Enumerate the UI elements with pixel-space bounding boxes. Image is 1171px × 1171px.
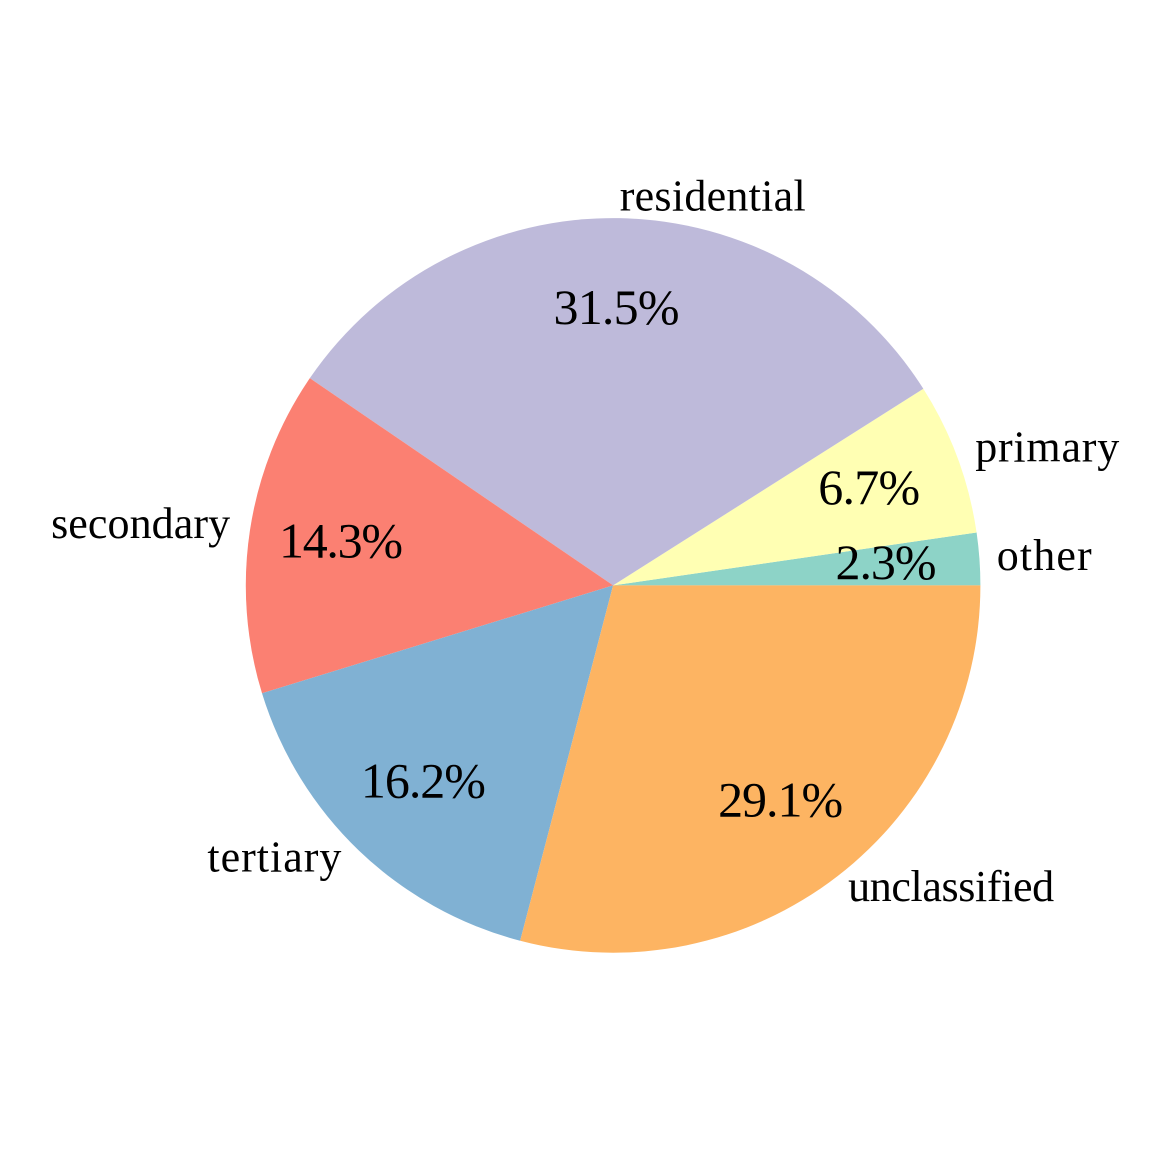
svg-text:16.2%: 16.2% — [361, 753, 486, 809]
svg-text:31.5%: 31.5% — [554, 279, 680, 335]
svg-text:primary: primary — [975, 422, 1119, 471]
svg-text:6.7%: 6.7% — [818, 459, 920, 515]
svg-text:other: other — [997, 531, 1092, 580]
svg-text:secondary: secondary — [51, 499, 230, 548]
svg-text:residential: residential — [620, 171, 806, 220]
svg-text:14.3%: 14.3% — [279, 512, 403, 568]
svg-text:unclassified: unclassified — [848, 862, 1054, 911]
svg-text:29.1%: 29.1% — [718, 772, 843, 828]
svg-text:tertiary: tertiary — [207, 833, 341, 882]
svg-text:2.3%: 2.3% — [836, 534, 937, 590]
